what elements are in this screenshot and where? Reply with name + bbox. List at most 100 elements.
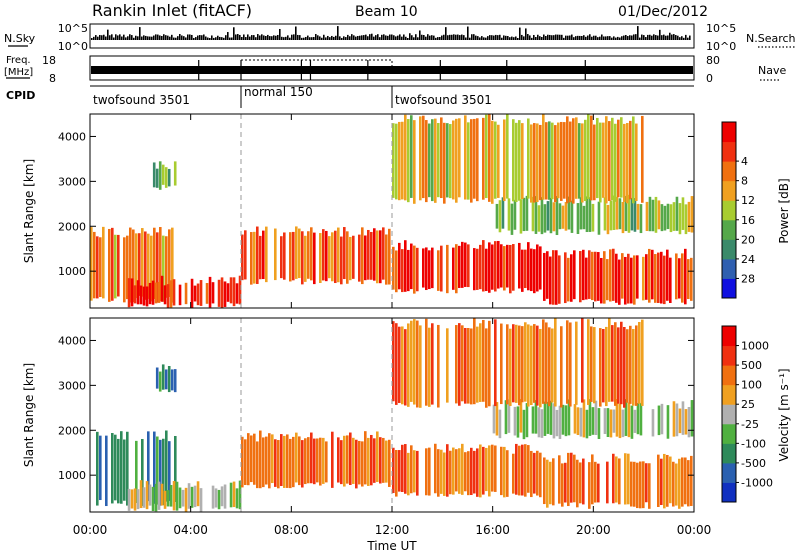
range-echo-cell — [621, 409, 625, 438]
range-echo-cell — [449, 124, 452, 199]
range-echo-cell — [633, 198, 637, 232]
range-echo-cell — [579, 197, 583, 230]
range-echo-cell — [531, 406, 535, 434]
range-echo-cell — [440, 449, 443, 494]
nsky-bar — [687, 37, 689, 40]
range-echo-cell — [422, 115, 425, 199]
range-echo-cell — [539, 452, 542, 498]
nsky-bar — [123, 34, 125, 40]
range-echo-cell — [473, 450, 476, 494]
range-echo-cell — [431, 247, 434, 289]
range-echo-cell — [542, 114, 545, 200]
range-echo-cell — [268, 433, 271, 489]
range-echo-cell — [485, 114, 488, 199]
range-echo-cell — [618, 259, 621, 305]
range-echo-cell — [428, 250, 431, 290]
nsky-bar — [635, 34, 637, 40]
nsky-bar — [345, 37, 347, 40]
range-echo-cell — [555, 250, 558, 305]
range-echo-cell — [632, 329, 635, 406]
range-echo-cell — [428, 447, 431, 496]
range-echo-cell — [599, 328, 602, 407]
range-echo-cell — [259, 235, 262, 280]
range-echo-cell — [630, 257, 633, 304]
colorbar-tick-label: -100 — [741, 437, 766, 450]
range-echo-cell — [518, 242, 521, 289]
nsky-bar — [537, 34, 539, 40]
nsky-bar — [569, 35, 571, 40]
nsky-bar — [325, 37, 327, 40]
range-echo-cell — [130, 278, 134, 307]
range-echo-cell — [633, 461, 636, 507]
range-echo-cell — [274, 439, 277, 487]
range-echo-cell — [609, 409, 613, 438]
nsky-bar — [159, 35, 161, 40]
range-echo-cell — [141, 439, 144, 506]
range-echo-cell — [404, 114, 407, 201]
range-echo-cell — [145, 481, 149, 510]
nsky-bar — [113, 37, 115, 40]
nsky-bar — [273, 35, 275, 40]
range-echo-cell — [611, 325, 614, 402]
range-echo-cell — [416, 450, 419, 496]
range-echo-cell — [642, 256, 645, 301]
nsky-bar — [285, 36, 287, 40]
nsky-bar — [403, 34, 405, 40]
range-echo-cell — [536, 325, 539, 406]
nsky-bar — [373, 36, 375, 40]
nsky-bar — [653, 34, 655, 40]
nsky-bar — [331, 35, 333, 40]
range-echo-cell — [558, 455, 561, 504]
range-echo-cell — [621, 201, 625, 234]
range-echo-cell — [635, 123, 638, 202]
nsky-bar — [309, 37, 311, 40]
range-echo-cell — [232, 481, 236, 508]
range-echo-cell — [392, 246, 395, 290]
y-tick-label: 3000 — [58, 379, 86, 392]
range-echo-cell — [672, 461, 675, 507]
nsky-bar — [595, 35, 597, 40]
nsky-bar — [481, 36, 483, 40]
nsky-bar — [545, 36, 547, 40]
range-echo-cell — [636, 403, 640, 435]
nsky-bar — [401, 36, 403, 40]
range-echo-cell — [382, 227, 385, 280]
range-echo-cell — [153, 431, 156, 504]
nsky-bar — [187, 34, 189, 40]
nsky-bar — [461, 34, 463, 40]
range-echo-cell — [126, 431, 129, 506]
range-echo-cell — [630, 405, 634, 439]
range-echo-cell — [232, 277, 236, 307]
nsky-bar — [619, 37, 621, 40]
range-echo-cell — [557, 122, 560, 199]
colorbar-frame — [721, 121, 737, 299]
range-echo-cell — [205, 283, 209, 304]
nsky-bar — [601, 34, 603, 40]
range-echo-cell — [629, 325, 632, 404]
nsky-bar — [683, 37, 685, 40]
nsky-bar — [563, 37, 565, 40]
nsky-bar — [679, 37, 681, 40]
nsky-bar — [387, 35, 389, 40]
range-echo-cell — [259, 430, 262, 489]
nsky-bar — [211, 35, 213, 40]
range-echo-cell — [681, 253, 684, 303]
nsky-bar — [171, 34, 173, 40]
range-echo-cell — [491, 120, 494, 204]
range-echo-cell — [476, 118, 479, 202]
power-colorbar-label: Power [dB] — [777, 178, 791, 243]
colorbar-segment — [722, 161, 736, 182]
range-echo-cell — [572, 118, 575, 204]
range-echo-cell — [373, 438, 376, 483]
range-echo-cell — [410, 445, 413, 494]
nsky-bar — [447, 35, 449, 40]
range-echo-cell — [467, 122, 470, 200]
range-echo-cell — [564, 462, 567, 503]
nsky-bar — [265, 36, 267, 40]
range-echo-cell — [117, 234, 120, 297]
range-echo-cell — [211, 282, 215, 304]
range-echo-cell — [173, 369, 177, 393]
nsky-bar — [523, 36, 525, 40]
range-echo-cell — [609, 249, 612, 302]
nsky-bar — [267, 34, 269, 40]
